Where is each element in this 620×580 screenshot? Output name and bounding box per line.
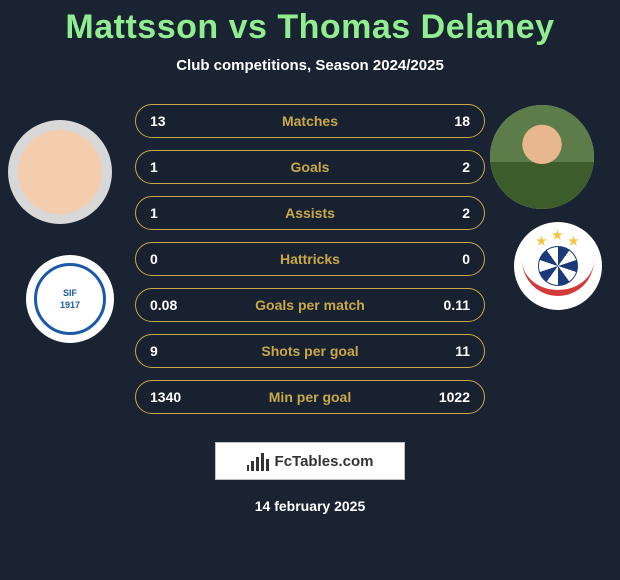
stat-right-value: 1022 (430, 389, 470, 405)
stat-row: 0.08 Goals per match 0.11 (135, 288, 485, 322)
stat-row: 9 Shots per goal 11 (135, 334, 485, 368)
stat-right-value: 2 (430, 205, 470, 221)
stat-row: 1340 Min per goal 1022 (135, 380, 485, 414)
stat-left-value: 13 (150, 113, 190, 129)
stat-row: 1 Goals 2 (135, 150, 485, 184)
stat-row: 1 Assists 2 (135, 196, 485, 230)
bars-icon (247, 451, 269, 471)
stat-left-value: 1340 (150, 389, 190, 405)
stat-label: Shots per goal (261, 343, 358, 359)
stat-left-value: 1 (150, 205, 190, 221)
stat-left-value: 9 (150, 343, 190, 359)
stat-right-value: 2 (430, 159, 470, 175)
stat-row: 13 Matches 18 (135, 104, 485, 138)
date-label: 14 february 2025 (0, 498, 620, 514)
stat-right-value: 0 (430, 251, 470, 267)
stats-panel: 13 Matches 18 1 Goals 2 1 Assists 2 0 Ha… (0, 104, 620, 414)
subtitle: Club competitions, Season 2024/2025 (0, 57, 620, 74)
brand-text: FcTables.com (275, 453, 374, 470)
stat-label: Goals per match (255, 297, 365, 313)
stat-label: Hattricks (280, 251, 340, 267)
stat-label: Assists (285, 205, 335, 221)
stat-label: Goals (291, 159, 330, 175)
brand-logo: FcTables.com (215, 442, 405, 480)
stat-left-value: 0.08 (150, 297, 190, 313)
stat-right-value: 0.11 (430, 297, 470, 313)
stat-left-value: 0 (150, 251, 190, 267)
stat-left-value: 1 (150, 159, 190, 175)
page-title: Mattsson vs Thomas Delaney (0, 0, 620, 47)
stat-label: Matches (282, 113, 338, 129)
stat-row: 0 Hattricks 0 (135, 242, 485, 276)
stat-right-value: 18 (430, 113, 470, 129)
stat-right-value: 11 (430, 343, 470, 359)
stat-label: Min per goal (269, 389, 351, 405)
stats-list: 13 Matches 18 1 Goals 2 1 Assists 2 0 Ha… (135, 104, 485, 414)
